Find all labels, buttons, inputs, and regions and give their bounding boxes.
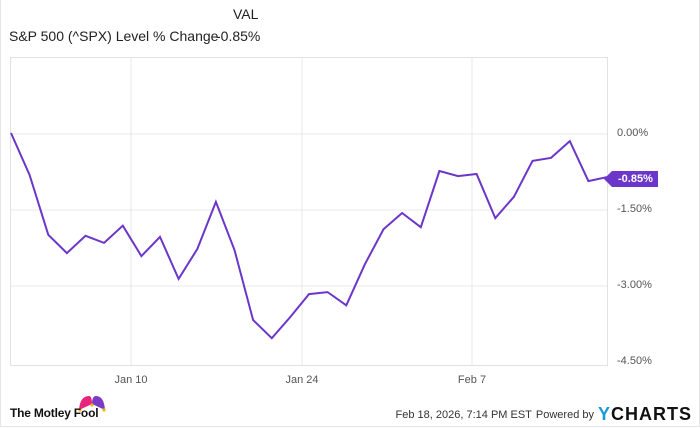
timestamp: Feb 18, 2026, 7:14 PM EST [395, 408, 532, 421]
legend-series-value: -0.85% [216, 28, 261, 44]
y-tick-label: -4.50% [617, 355, 652, 367]
last-value-badge: -0.85% [604, 171, 658, 187]
footer-attribution: Feb 18, 2026, 7:14 PM EST Powered by YCH… [396, 404, 692, 425]
series-line [10, 132, 608, 340]
x-tick-label: Jan 24 [285, 374, 319, 386]
jester-hat-icon [78, 396, 106, 412]
ycharts-logo-y: Y [597, 404, 611, 424]
x-tick-label: Feb 7 [457, 374, 487, 386]
y-tick-label: -1.50% [617, 203, 652, 215]
legend-column-header: VAL [233, 6, 259, 22]
y-tick-label: -3.00% [617, 279, 652, 291]
gridlines [11, 58, 607, 365]
y-tick-label: 0.00% [617, 127, 649, 139]
ycharts-logo: YCHARTS [598, 404, 692, 425]
plot-area [10, 57, 608, 366]
legend-series-label: S&P 500 (^SPX) Level % Change [9, 28, 219, 44]
powered-by: Powered by [535, 408, 594, 421]
brand-name: The Motley Fool [10, 406, 99, 420]
x-tick-label: Jan 10 [114, 374, 148, 386]
ycharts-logo-text: CHARTS [611, 404, 692, 424]
